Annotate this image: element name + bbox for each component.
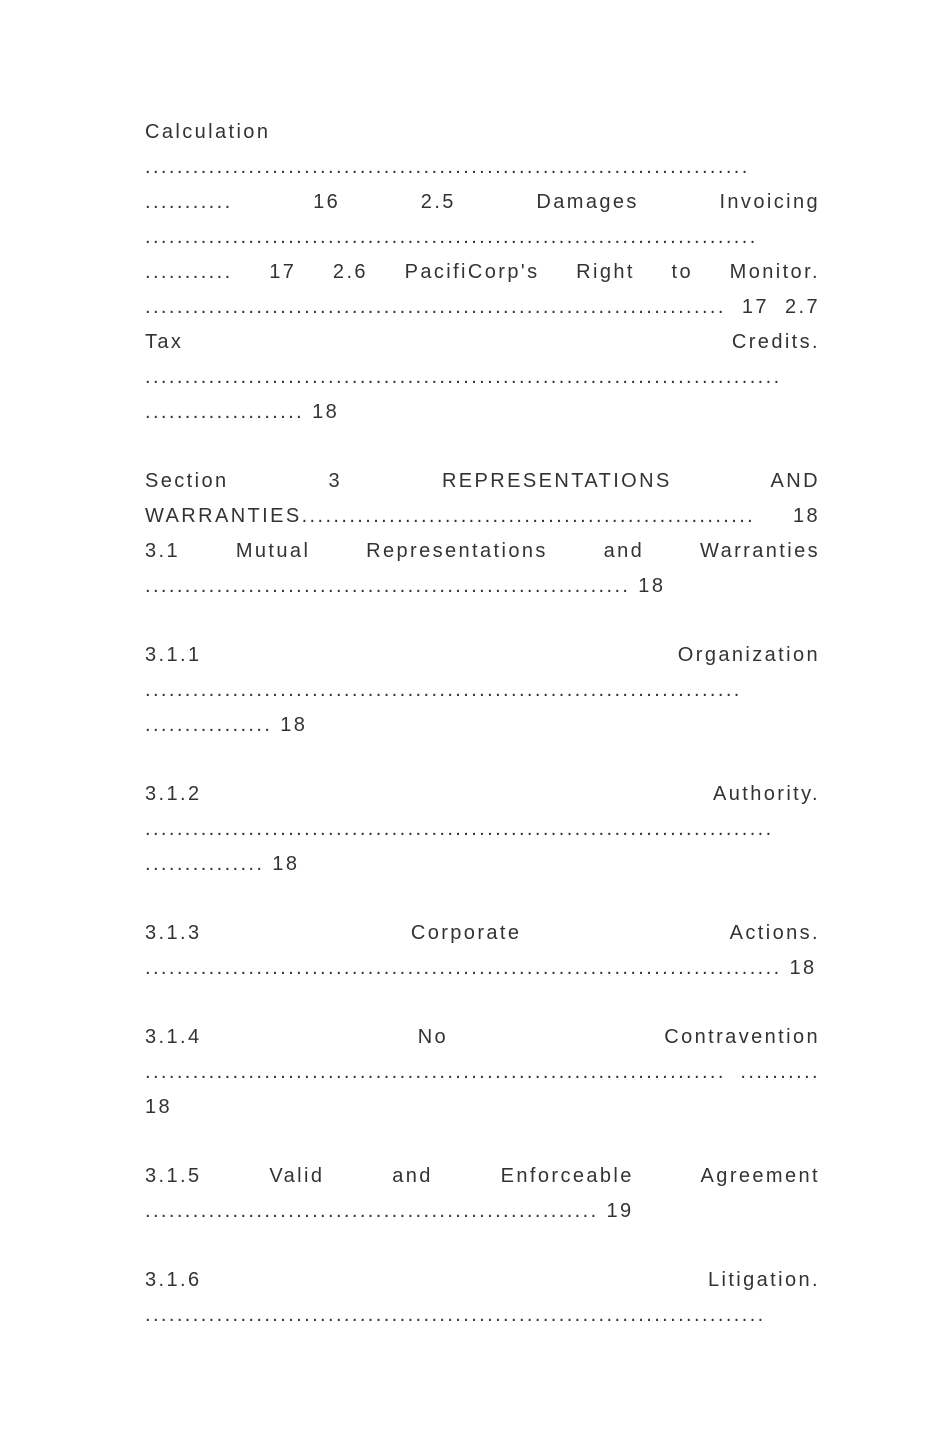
toc-paragraph: 3.1.2 Authority. .......................…: [145, 777, 820, 882]
toc-paragraph: 3.1.5 Valid and Enforceable Agreement ..…: [145, 1159, 820, 1229]
toc-paragraph: Section 3 REPRESENTATIONS AND WARRANTIES…: [145, 464, 820, 604]
toc-paragraph: 3.1.6 Litigation. ......................…: [145, 1263, 820, 1333]
toc-paragraph: 3.1.3 Corporate Actions. ...............…: [145, 916, 820, 986]
toc-paragraph: 3.1.4 No Contravention .................…: [145, 1020, 820, 1125]
toc-paragraph: 3.1.1 Organization .....................…: [145, 638, 820, 743]
document-page: Calculation ............................…: [0, 0, 950, 1443]
toc-paragraph: Calculation ............................…: [145, 115, 820, 430]
